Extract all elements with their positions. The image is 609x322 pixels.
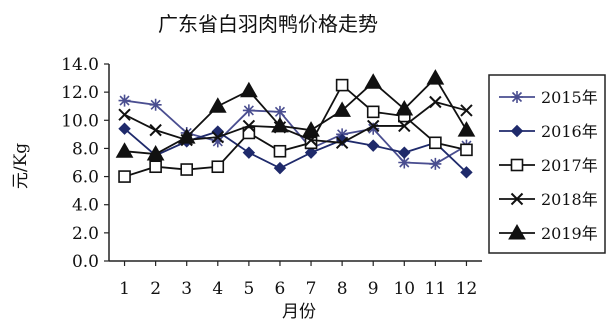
data-point [335, 136, 349, 150]
legend-item: 2019年 [499, 223, 598, 243]
chart-title: 广东省白羽肉鸭价格走势 [158, 12, 378, 36]
data-point [211, 160, 225, 174]
series-line [124, 99, 467, 165]
data-point [118, 94, 131, 107]
data-point [242, 126, 256, 140]
axes: 0.02.04.06.08.010.012.014.01 2 3 4 5 6 7 8 9 10 11… [61, 55, 482, 299]
y-tick-label: 8.0 [72, 139, 99, 159]
data-point [115, 142, 134, 158]
x-tick-label: 12 [456, 279, 478, 299]
data-point [242, 104, 255, 117]
x-tick-label: 8 [337, 279, 348, 299]
x-axis-label: 月份 [282, 302, 316, 322]
y-axis-label: 元/Kg [11, 143, 31, 189]
legend-label: 2015年 [541, 88, 598, 107]
series-5 [115, 69, 476, 161]
series-4 [118, 95, 473, 150]
data-point [364, 73, 383, 89]
data-point [304, 136, 318, 150]
data-point [273, 105, 286, 118]
data-point [398, 146, 411, 159]
data-point [429, 157, 442, 170]
series-1 [118, 94, 473, 170]
legend-marker [508, 223, 526, 240]
x-tick-label: 3 [181, 279, 192, 299]
x-tick-label: 11 [425, 279, 447, 299]
legend-item: 2017年 [499, 156, 598, 175]
data-point [460, 104, 473, 117]
data-point [242, 146, 256, 159]
series-line [123, 128, 468, 174]
data-point [460, 143, 473, 157]
data-point [149, 123, 162, 137]
legend-label: 2016年 [541, 122, 598, 141]
data-point [177, 128, 196, 144]
legend-marker [511, 91, 523, 103]
data-point [273, 161, 287, 175]
series-line [124, 76, 468, 155]
data-point [118, 170, 131, 183]
data-point [149, 98, 162, 111]
plot-area [115, 69, 476, 183]
data-point [367, 122, 380, 135]
y-tick-label: 10.0 [61, 111, 99, 131]
x-tick-label: 4 [212, 279, 223, 299]
y-tick-label: 14.0 [61, 55, 99, 75]
data-point [366, 105, 380, 119]
legend-box [488, 74, 606, 254]
y-tick-label: 6.0 [72, 168, 99, 188]
x-tick-label: 5 [243, 279, 254, 299]
data-point [335, 78, 349, 92]
data-point [367, 139, 380, 152]
y-tick-label: 2.0 [72, 224, 99, 244]
data-point [240, 81, 258, 98]
data-point [367, 119, 380, 133]
legend-item: 2015年 [499, 88, 598, 107]
x-tick-label: 6 [275, 279, 286, 299]
data-point [429, 95, 442, 109]
data-point [304, 146, 318, 159]
data-point [271, 116, 289, 133]
data-point [395, 100, 414, 116]
data-point [242, 119, 256, 133]
legend-label: 2017年 [541, 156, 598, 175]
x-tick-label: 2 [150, 279, 161, 299]
x-tick-label: 10 [393, 279, 415, 299]
y-tick-label: 4.0 [72, 196, 99, 216]
data-point [118, 108, 131, 121]
data-point [211, 135, 224, 148]
data-point [208, 97, 227, 113]
data-point [146, 145, 165, 161]
data-point [302, 121, 320, 137]
y-tick-label: 0.0 [72, 252, 99, 272]
data-point [211, 130, 224, 144]
data-point [398, 156, 411, 169]
legend-item: 2018年 [499, 190, 598, 209]
data-point [180, 163, 194, 176]
data-point [398, 119, 411, 133]
legend-marker [510, 158, 524, 172]
y-tick-label: 12.0 [61, 83, 99, 103]
data-point [426, 69, 445, 85]
legend-label: 2019年 [541, 224, 598, 243]
x-tick-label: 9 [368, 279, 379, 299]
data-point [333, 101, 351, 117]
data-point [460, 166, 473, 179]
data-point [273, 144, 287, 158]
data-point [429, 136, 442, 150]
x-tick-label: 7 [306, 279, 317, 299]
data-point [118, 122, 131, 135]
legend: 2015年 2016年 2017年 2018年 2019年 [488, 74, 606, 254]
data-point [149, 160, 162, 174]
legend-marker [510, 192, 524, 206]
legend-marker [510, 124, 524, 138]
data-point [457, 121, 476, 137]
legend-label: 2018年 [541, 190, 598, 209]
x-tick-label: 1 [119, 279, 130, 299]
legend-item: 2016年 [499, 122, 598, 141]
